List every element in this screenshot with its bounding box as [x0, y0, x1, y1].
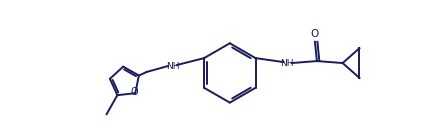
Text: NH: NH — [166, 62, 179, 70]
Text: NH: NH — [280, 59, 294, 68]
Text: O: O — [130, 87, 138, 97]
Text: O: O — [311, 29, 319, 39]
